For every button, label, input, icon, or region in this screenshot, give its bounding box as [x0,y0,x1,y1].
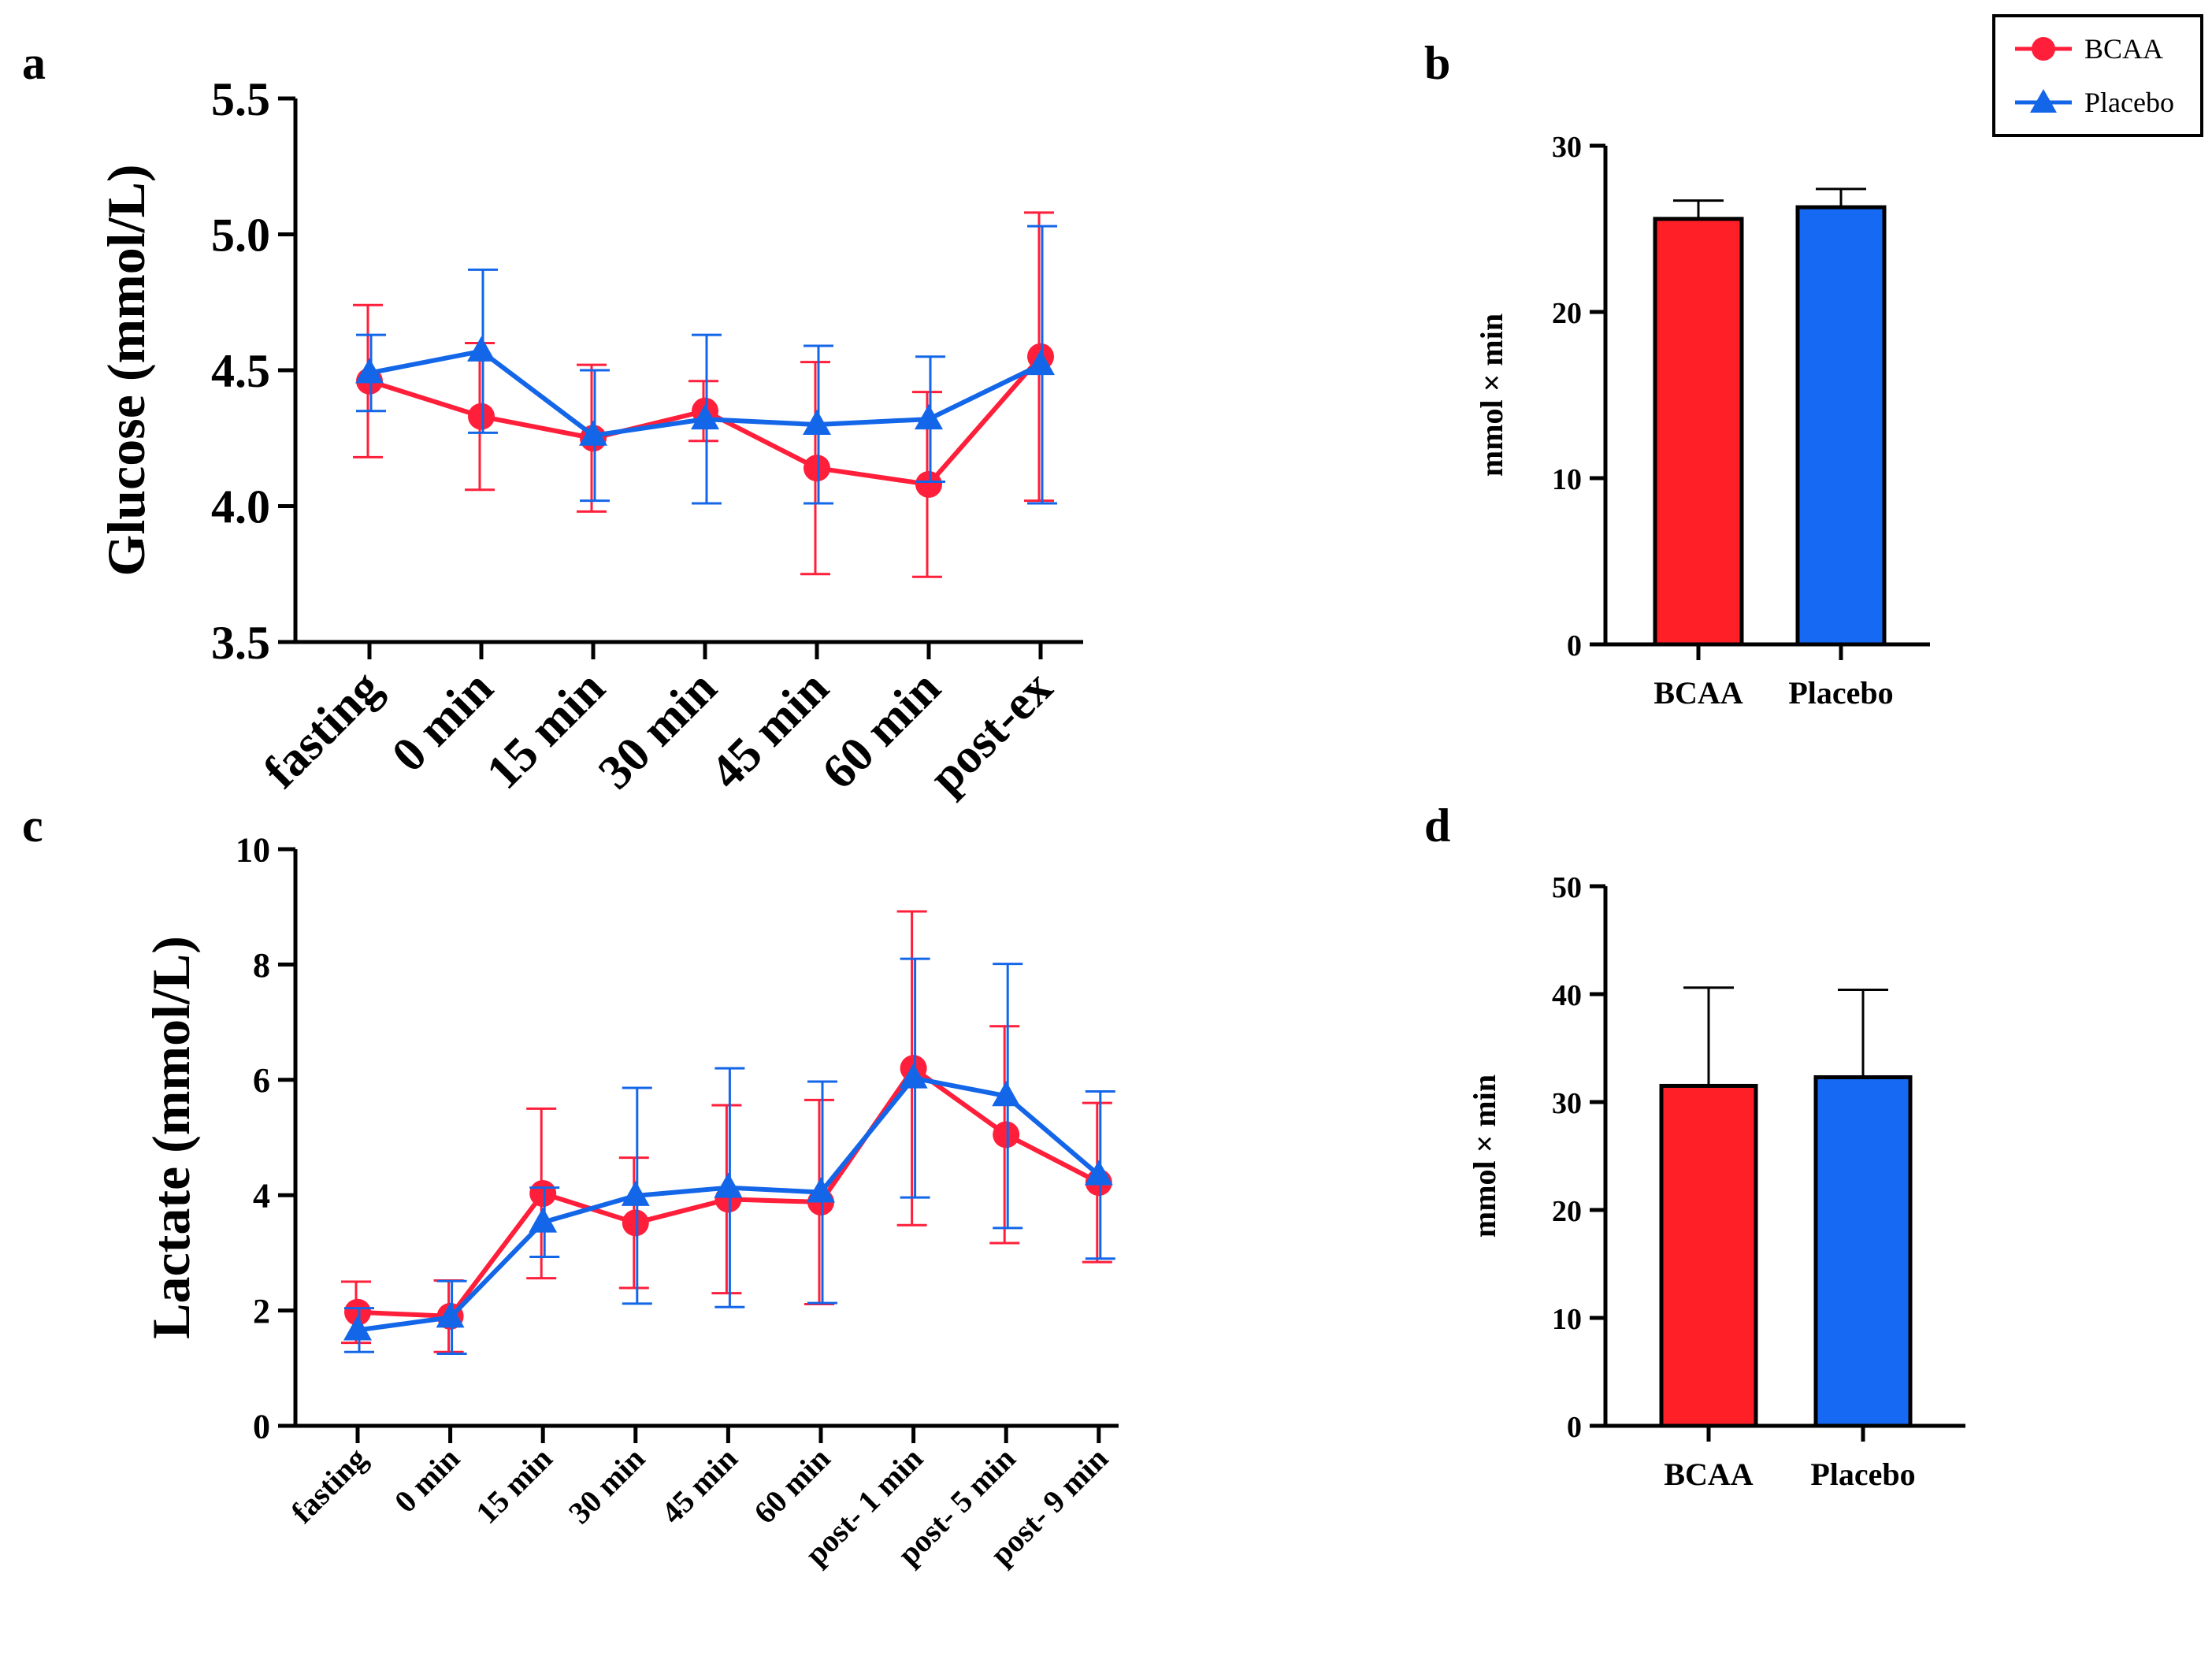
y-tick-label: 4.0 [211,481,270,533]
data-point-placebo [343,1315,372,1341]
x-tick-label: 30 min [562,1441,651,1531]
y-axis-label: mmol × min [1474,314,1509,477]
y-tick-label: 30 [1552,131,1582,164]
series-bcaa [341,910,1112,1353]
data-point-placebo [915,404,943,430]
y-tick-label: 8 [253,946,270,985]
series-placebo [355,225,1057,505]
data-point-placebo [992,1081,1021,1107]
legend-box [1992,14,2203,137]
data-point-placebo [1026,350,1055,376]
x-tick-label: Placebo [1810,1457,1915,1492]
x-tick-label: 45 min [700,661,839,800]
data-point-bcaa [529,1180,557,1208]
y-tick-label: 10 [1552,463,1582,496]
series-placebo [343,957,1115,1355]
y-tick-label: 2 [253,1292,270,1331]
y-axis-label: mmol × min [1467,1074,1502,1238]
data-point-placebo [467,336,495,362]
legend: BCAA Placebo [1992,14,2203,137]
x-tick-label: 15 min [469,1441,559,1531]
x-tick-label: post-ex [919,661,1063,804]
data-point-placebo [529,1207,558,1233]
panel-letter: b [1424,37,1450,89]
panel-letter: c [22,800,43,852]
y-tick-label: 5.5 [211,73,270,125]
bar-bcaa [1653,217,1744,647]
data-point-placebo [436,1302,465,1328]
data-point-placebo [714,1172,743,1198]
y-tick-label: 5.0 [211,210,270,262]
x-tick-label: 0 min [388,1441,466,1520]
y-tick-label: 50 [1552,871,1582,904]
y-tick-label: 3.5 [211,617,270,669]
legend-placebo-marker [2030,89,2057,113]
panel-letter: a [22,37,46,89]
bar-placebo [1813,1074,1913,1428]
data-point-bcaa [915,470,942,498]
x-tick-label: fasting [284,1441,374,1531]
legend-placebo-label: Placebo [2084,87,2174,118]
x-tick-label: BCAA [1664,1457,1753,1492]
panel-d-lactate-bar-chart: d 0 10 20 30 40 50 mmol × min BCAA Placebo [1424,800,1965,1492]
y-axis-label: Lactate (mmol/L) [141,936,201,1339]
x-tick-label: 15 min [477,661,615,800]
data-point-placebo [807,1177,835,1203]
data-point-placebo [803,410,831,435]
y-tick-label: 6 [253,1061,270,1100]
panel-c-lactate-chart: c 0 2 4 6 8 10 Lactate (mmol/L) fasting 0 min 15 m… [22,800,1119,1572]
y-tick-label: 10 [1552,1303,1582,1336]
y-tick-label: 4.5 [211,345,270,397]
panel-b-glucose-bar-chart: b 0 10 20 30 mmol × min BCAA Placebo [1424,37,1930,711]
x-tick-label: 45 min [654,1441,744,1531]
data-point-placebo [899,1063,928,1089]
y-tick-label: 10 [236,830,270,869]
x-tick-label: Placebo [1788,675,1893,711]
data-point-placebo [1084,1160,1113,1186]
bar-bcaa [1659,1083,1758,1428]
data-point-placebo [579,420,607,446]
x-tick-label: BCAA [1653,675,1743,711]
y-tick-label: 0 [1567,629,1582,662]
y-tick-label: 20 [1552,297,1582,330]
y-tick-label: 20 [1552,1195,1582,1228]
x-tick-label: 60 min [747,1441,837,1531]
y-tick-label: 0 [1567,1411,1582,1444]
data-point-bcaa [804,455,830,482]
data-point-placebo [691,404,719,430]
x-tick-label: fasting [254,661,392,799]
legend-bcaa-marker [2032,37,2055,61]
bar-placebo [1795,205,1887,647]
y-tick-label: 40 [1552,979,1582,1012]
data-point-bcaa [344,1298,371,1326]
data-point-placebo [355,358,384,384]
data-point-bcaa [468,403,495,430]
series-bcaa [353,211,1054,578]
data-point-bcaa [993,1121,1020,1149]
x-tick-label: 60 min [812,661,951,800]
y-tick-label: 0 [253,1407,270,1446]
y-axis-label: Glucose (mmol/L) [96,164,156,576]
data-point-placebo [621,1180,650,1206]
x-tick-label: 30 min [588,661,727,800]
y-tick-label: 4 [253,1177,270,1215]
legend-bcaa-label: BCAA [2084,33,2163,65]
data-point-bcaa [622,1209,649,1237]
y-tick-label: 30 [1552,1087,1582,1120]
panel-letter: d [1424,800,1450,852]
